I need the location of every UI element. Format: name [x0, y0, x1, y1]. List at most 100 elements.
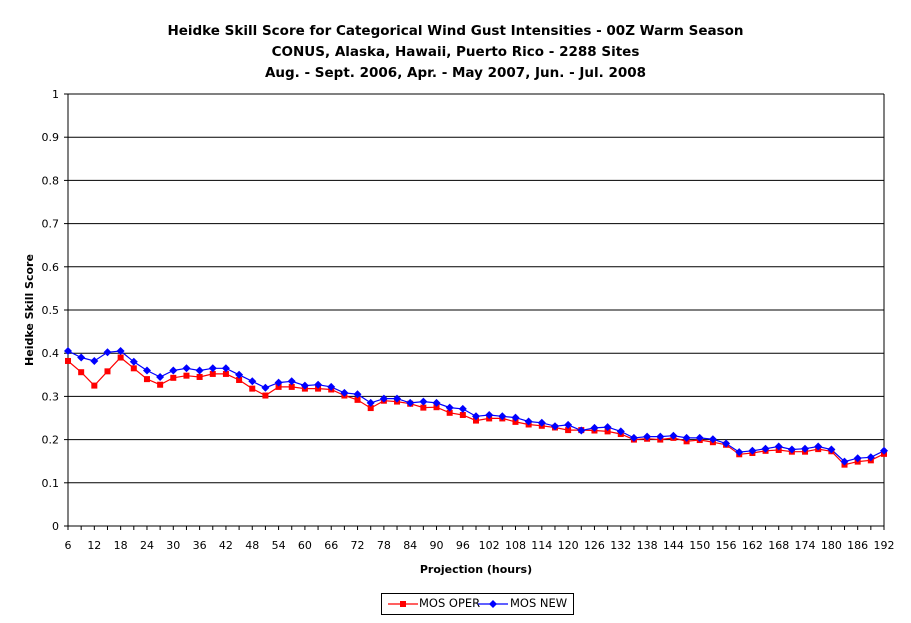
- data-point-mos-new: [524, 417, 533, 426]
- x-tick-label: 66: [324, 539, 338, 552]
- data-point-mos-oper: [209, 370, 216, 377]
- data-point-mos-oper: [78, 369, 85, 376]
- x-tick-label: 162: [742, 539, 763, 552]
- x-tick-label: 72: [351, 539, 365, 552]
- x-tick-label: 84: [403, 539, 417, 552]
- y-tick-label: 0.5: [42, 304, 60, 317]
- chart-title-line-1: Heidke Skill Score for Categorical Wind …: [167, 23, 744, 39]
- x-tick-label: 156: [716, 539, 737, 552]
- data-point-mos-oper: [420, 404, 427, 411]
- data-point-mos-oper: [143, 376, 150, 383]
- data-point-mos-oper: [512, 418, 519, 425]
- data-point-mos-oper: [473, 417, 479, 424]
- data-point-mos-new: [103, 348, 112, 357]
- x-tick-label: 102: [479, 539, 500, 552]
- data-point-mos-oper: [130, 365, 137, 372]
- data-point-mos-oper: [275, 383, 282, 390]
- legend-label-mos-oper: MOS OPER: [419, 596, 481, 610]
- x-tick-label: 12: [87, 539, 101, 552]
- data-point-mos-new: [393, 394, 401, 403]
- data-point-mos-new: [116, 347, 125, 355]
- data-point-mos-new: [840, 457, 849, 466]
- data-point-mos-new: [195, 366, 204, 375]
- data-point-mos-new: [64, 347, 72, 355]
- data-point-mos-new: [695, 433, 704, 442]
- x-tick-label: 168: [768, 539, 789, 552]
- x-axis-label: Projection (hours): [420, 563, 532, 576]
- data-point-mos-new: [485, 411, 494, 419]
- data-point-mos-oper: [459, 411, 466, 418]
- x-tick-label: 54: [272, 539, 286, 552]
- data-point-mos-new: [761, 444, 770, 453]
- data-point-mos-new: [77, 353, 86, 362]
- chart-title-line-2: CONUS, Alaska, Hawaii, Puerto Rico - 228…: [271, 44, 640, 60]
- x-tick-label: 108: [505, 539, 526, 552]
- x-tick-label: 36: [193, 539, 207, 552]
- x-tick-label: 174: [795, 539, 816, 552]
- x-tick-label: 48: [245, 539, 259, 552]
- data-point-mos-new: [314, 380, 323, 389]
- y-tick-label: 0.6: [42, 261, 60, 274]
- data-point-mos-oper: [249, 385, 256, 392]
- x-tick-label: 180: [821, 539, 842, 552]
- y-tick-label: 0.3: [42, 390, 60, 403]
- data-point-mos-new: [814, 442, 823, 451]
- data-point-mos-oper: [262, 392, 269, 399]
- data-point-mos-new: [853, 454, 862, 463]
- data-point-mos-oper: [604, 428, 611, 435]
- data-point-mos-new: [682, 433, 691, 442]
- data-point-mos-new: [169, 366, 178, 375]
- legend: MOS OPER MOS NEW: [381, 593, 574, 615]
- data-point-mos-oper: [117, 354, 124, 361]
- x-tick-label: 6: [65, 539, 72, 552]
- data-point-mos-new: [551, 422, 559, 431]
- data-point-mos-new: [156, 373, 165, 381]
- data-point-mos-oper: [288, 383, 295, 390]
- legend-label-mos-new: MOS NEW: [510, 596, 568, 610]
- legend-marker-mos-oper: [388, 601, 418, 607]
- x-tick-label: 150: [689, 539, 710, 552]
- y-tick-label: 0.1: [42, 477, 60, 490]
- data-point-mos-new: [472, 412, 480, 421]
- y-tick-label: 0.4: [42, 347, 60, 360]
- data-point-mos-oper: [565, 427, 572, 434]
- x-tick-label: 42: [219, 539, 233, 552]
- y-tick-label: 0.8: [42, 174, 60, 187]
- data-point-mos-new: [708, 435, 717, 444]
- data-point-mos-new: [669, 431, 678, 440]
- data-point-mos-new: [274, 378, 283, 387]
- data-point-mos-oper: [104, 368, 111, 375]
- data-point-mos-new: [287, 377, 296, 386]
- x-tick-label: 60: [298, 539, 312, 552]
- y-tick-label: 0: [52, 520, 59, 533]
- y-tick-label: 0.7: [42, 218, 60, 231]
- x-tick-label: 138: [637, 539, 658, 552]
- data-point-mos-new: [537, 418, 546, 427]
- data-point-mos-new: [643, 432, 652, 441]
- data-point-mos-new: [300, 381, 309, 390]
- data-point-mos-oper: [222, 370, 229, 377]
- x-tick-label: 18: [114, 539, 128, 552]
- data-point-mos-oper: [236, 376, 243, 383]
- data-point-mos-new: [432, 398, 441, 407]
- data-point-mos-new: [353, 390, 362, 399]
- data-point-mos-new: [340, 388, 349, 397]
- data-point-mos-oper: [170, 374, 177, 381]
- data-point-mos-new: [406, 398, 415, 407]
- data-point-mos-new: [735, 448, 744, 457]
- data-point-mos-new: [564, 420, 573, 429]
- data-point-mos-new: [248, 377, 257, 386]
- chart-title-line-3: Aug. - Sept. 2006, Apr. - May 2007, Jun.…: [264, 65, 647, 81]
- data-point-mos-new: [129, 357, 138, 366]
- data-point-mos-oper: [65, 357, 71, 364]
- data-point-mos-new: [379, 394, 388, 403]
- data-point-mos-new: [182, 364, 191, 373]
- data-point-mos-oper: [91, 382, 98, 389]
- x-tick-label: 114: [531, 539, 552, 552]
- data-point-mos-new: [616, 427, 625, 436]
- data-point-mos-oper: [196, 373, 203, 380]
- data-point-mos-new: [261, 383, 270, 392]
- x-tick-label: 90: [430, 539, 444, 552]
- data-point-mos-new: [366, 398, 375, 407]
